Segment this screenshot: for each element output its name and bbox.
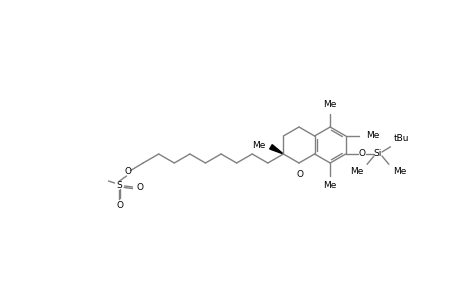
Text: Me: Me	[365, 131, 378, 140]
Text: Me: Me	[392, 167, 405, 176]
Text: O: O	[124, 167, 131, 176]
Text: Me: Me	[323, 181, 336, 190]
Text: Me: Me	[323, 100, 336, 109]
Text: O: O	[358, 149, 364, 158]
Text: Me: Me	[349, 167, 362, 176]
Polygon shape	[269, 145, 283, 154]
Text: Si: Si	[373, 149, 381, 158]
Text: S: S	[117, 181, 122, 190]
Text: O: O	[296, 170, 303, 179]
Text: tBu: tBu	[392, 134, 408, 143]
Text: Me: Me	[252, 141, 265, 150]
Text: O: O	[116, 200, 123, 209]
Text: O: O	[136, 182, 143, 191]
